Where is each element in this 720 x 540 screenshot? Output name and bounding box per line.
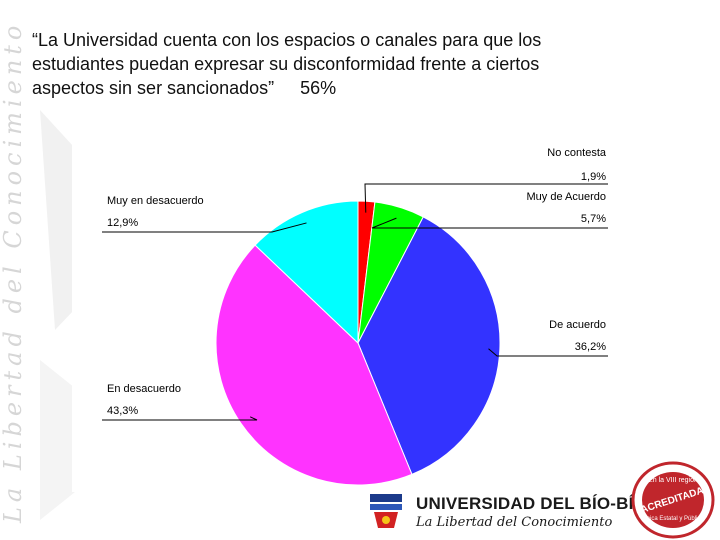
accreditation-badge: En la VIII región ACREDITADA Única Estat… [631,461,715,539]
slice-label-3: En desacuerdo [107,383,181,395]
badge-line-3: Única Estatal y Pública [642,515,704,522]
slice-value-2: 36,2% [575,341,606,353]
pie-slice-3 [215,244,413,486]
title-line-1: “La Universidad cuenta con los espacios … [32,30,542,50]
slice-value-0: 1,9% [581,171,606,183]
slice-label-0: No contesta [547,147,607,159]
slice-label-2: De acuerdo [549,319,606,331]
slice-value-4: 12,9% [107,217,138,229]
pie-slice-4 [254,200,359,345]
leader-line-4 [102,222,307,233]
title-line-3-text: aspectos sin ser sancionados” [32,78,275,98]
badge-line-1: En la VIII región [648,477,698,484]
title-percent: 56% [300,78,337,98]
slice-label-1: Muy de Acuerdo [527,191,607,203]
leader-line-3 [102,416,258,421]
slice-label-4: Muy en desacuerdo [107,195,204,207]
university-motto: La Libertad del Conocimiento [416,515,613,530]
slice-value-3: 43,3% [107,405,138,417]
leader-line-1 [371,217,608,229]
university-crest-icon [368,492,404,530]
vertical-motto: La Libertad del Conocimiento [0,20,27,523]
pie-chart-panel: No contesta 1,9% Muy de Acuerdo 5,7% De acue… [72,120,636,492]
slide-title: “La Universidad cuenta con los espacios … [32,28,672,100]
pie-slice-2 [357,216,501,476]
title-line-3: aspectos sin ser sancionados” 56% [32,76,672,100]
slice-value-1: 5,7% [581,213,606,225]
leader-line-0 [364,183,608,213]
pie-chart: No contesta 1,9% Muy de Acuerdo 5,7% De acue… [102,147,608,486]
university-name: UNIVERSIDAD DEL BÍO-BÍO [416,494,647,513]
leader-line-2 [488,348,608,357]
title-line-2: estudiantes puedan expresar su disconfor… [32,54,540,74]
